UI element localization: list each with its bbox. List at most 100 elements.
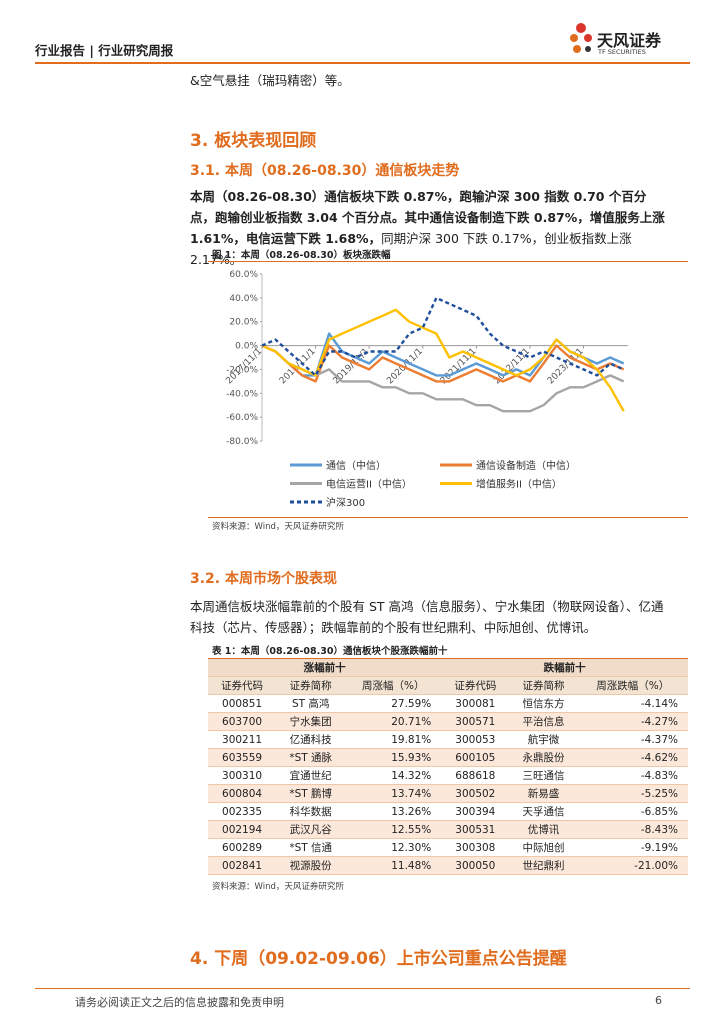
table-cell: 300531 [441,820,510,839]
table-cell: 平治信息 [509,712,578,731]
table-cell: 天孚通信 [509,802,578,821]
series-line [261,308,625,412]
rule [208,261,688,262]
series-line [261,296,625,377]
table-cell: 三旺通信 [509,766,578,785]
table-cell: 600804 [208,784,277,803]
table: 涨幅前十 跌幅前十 证券代码 证券简称 周涨幅（%） 证券代码 证券简称 周涨跌幅（%） 000… [208,658,688,875]
header-title: 行业报告 | 行业研究周报 [35,43,174,58]
table-cell: 002841 [208,856,277,875]
table-cell: -4.27% [577,712,688,731]
table-cell: 300310 [208,766,277,785]
source: 资料来源：Wind，天风证券研究所 [212,522,344,532]
table-cell: 300571 [441,712,510,731]
chart: 60.0% 40.0% 20.0% 0.0% -20.0% -40.0% -60.0% -80… [224,270,628,509]
table-cell: 世纪鼎利 [509,856,578,875]
caption: 表 1：本周（08.26-08.30）通信板块个股涨跌幅前十 [212,646,448,657]
table-cell: 13.74% [345,784,442,803]
table-cell: 15.93% [345,748,442,767]
table-cell: 300211 [208,730,277,749]
table-row: 603559 *ST 通脉 15.93% 600105 永鼎股份 -4.62% [208,748,688,767]
table-row: 002194 武汉凡谷 12.55% 300531 优博讯 -8.43% [208,820,688,839]
table-cell: -4.62% [577,748,688,767]
column-header: 证券简称 [509,676,578,695]
column-header: 证券简称 [276,676,346,695]
logo-icon [570,23,592,53]
legend-label: 增值服务II（中信） [476,478,562,491]
legend-label: 电信运营II（中信） [326,478,412,491]
table-cell: 14.32% [345,766,442,785]
table-cell: 航宇微 [509,730,578,749]
table-cell: 亿通科技 [276,730,346,749]
y-tick-label: 0.0% [235,342,258,352]
heading: 3. 板块表现回顾 [190,131,317,151]
table-row: 300310 宜通世纪 14.32% 688618 三旺通信 -4.83% [208,766,688,785]
column-header-row: 证券代码 证券简称 周涨幅（%） 证券代码 证券简称 周涨跌幅（%） [208,676,688,695]
y-tick-label: -80.0% [226,437,258,447]
table-row: 600804 *ST 鹏博 13.74% 300502 新易盛 -5.25% [208,784,688,803]
table-cell: 12.55% [345,820,442,839]
subheading: 3.1. 本周（08.26-08.30）通信板块走势 [190,163,460,179]
y-tick-label: -40.0% [226,389,258,399]
legend-label: 沪深300 [326,496,365,509]
table-cell: 688618 [441,766,510,785]
paragraph: 本周通信板块涨幅靠前的个股有 ST 高鸿（信息服务）、宁水集团（物联网设备）、亿… [190,599,664,635]
table-cell: 600289 [208,838,277,857]
logo: 天风证券 [597,31,662,50]
table-row: 002841 视源股份 11.48% 300050 世纪鼎利 -21.00% [208,856,688,875]
footer-text: 请务必阅读正文之后的信息披露和免责申明 [75,996,284,1009]
table-cell: 科华数据 [276,802,346,821]
column-header: 周涨幅（%） [345,676,442,695]
column-header: 证券代码 [441,676,510,695]
table-cell: ST 高鸿 [276,694,346,713]
logo-en: TF SECURITIES [598,48,646,56]
table-cell: 优博讯 [509,820,578,839]
table-cell: 300394 [441,802,510,821]
table-cell: 12.30% [345,838,442,857]
table-cell: 002194 [208,820,277,839]
table-cell: 600105 [441,748,510,767]
table-cell: 武汉凡谷 [276,820,346,839]
table-cell: -9.19% [577,838,688,857]
table-cell: 宜通世纪 [276,766,346,785]
table-cell: 603700 [208,712,277,731]
table-cell: 视源股份 [276,856,346,875]
table-cell: 13.26% [345,802,442,821]
table-cell: *ST 鹏博 [276,784,346,803]
table-cell: -8.43% [577,820,688,839]
table-cell: 新易盛 [509,784,578,803]
table-row: 600289 *ST 信通 12.30% 300308 中际旭创 -9.19% [208,838,688,857]
table-cell: 000851 [208,694,277,713]
table-cell: -21.00% [577,856,688,875]
table-cell: -4.37% [577,730,688,749]
header-rule [35,62,690,64]
group-header: 涨幅前十 [208,658,442,677]
heading: 4. 下周（09.02-09.06）上市公司重点公告提醒 [190,949,567,969]
group-header: 跌幅前十 [441,658,688,677]
subheading: 3.2. 本周市场个股表现 [190,571,337,587]
table-cell: 603559 [208,748,277,767]
page-number: 6 [655,994,662,1007]
table-cell: 恒信东方 [509,694,578,713]
table-cell: 11.48% [345,856,442,875]
table-cell: -4.14% [577,694,688,713]
series-line [261,344,625,383]
bold-text: 本周（08.26-08.30）通信板块下跌 0.87%，跑输沪深 300 指数 … [190,189,665,246]
group-header-row: 涨幅前十 跌幅前十 [208,658,688,677]
table-cell: 中际旭创 [509,838,578,857]
y-tick-label: -60.0% [226,413,258,423]
column-header: 周涨跌幅（%） [577,676,688,695]
series-line [261,344,625,413]
table-cell: 300502 [441,784,510,803]
table-cell: 19.81% [345,730,442,749]
table-cell: *ST 通脉 [276,748,346,767]
table-cell: 002335 [208,802,277,821]
rule [208,517,688,518]
y-tick-label: 20.0% [229,318,258,328]
y-tick-label: 40.0% [229,294,258,304]
footer-rule [35,988,690,989]
table-cell: 300308 [441,838,510,857]
table-cell: -6.85% [577,802,688,821]
paragraph: 本周（08.26-08.30）通信板块下跌 0.87%，跑输沪深 300 指数 … [190,186,670,270]
